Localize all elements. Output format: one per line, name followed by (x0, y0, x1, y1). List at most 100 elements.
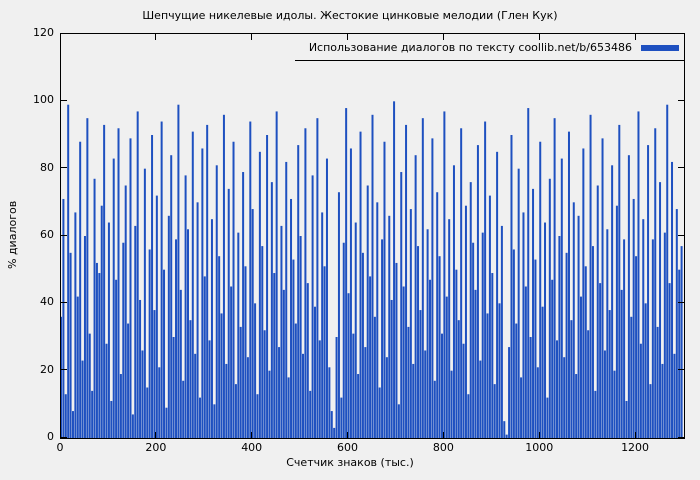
bar (498, 303, 501, 438)
bar (261, 246, 264, 438)
bar (237, 232, 240, 438)
bar (373, 316, 376, 438)
y-tick-label: 100 (33, 93, 54, 107)
bar (366, 185, 369, 438)
y-tick-mark (678, 99, 684, 101)
y-tick-mark (678, 167, 684, 169)
bar (541, 306, 544, 438)
bar (400, 172, 403, 438)
bar (450, 370, 453, 438)
bar (244, 266, 247, 438)
bar (577, 215, 580, 438)
bar (151, 135, 154, 438)
bar (340, 397, 343, 438)
bar (249, 121, 252, 438)
bar (127, 323, 130, 438)
bar (160, 121, 163, 438)
bars-svg (61, 101, 683, 438)
bar (124, 185, 127, 438)
bar (493, 384, 496, 438)
bar (107, 222, 110, 438)
bar (268, 370, 271, 438)
bar (148, 249, 151, 438)
chart-title: Шепчущие никелевые идолы. Жестокие цинко… (142, 9, 558, 22)
y-tick-mark (678, 301, 684, 303)
bar (515, 323, 518, 438)
bar (505, 434, 508, 438)
bar (539, 141, 542, 438)
bar (345, 108, 348, 438)
bar (208, 340, 211, 438)
bar (115, 279, 118, 438)
bar (282, 289, 285, 438)
bar (615, 205, 618, 438)
bar (143, 168, 146, 438)
bar (196, 202, 199, 438)
bar (69, 252, 72, 438)
bar (342, 242, 345, 438)
bar (313, 306, 316, 438)
bar (395, 262, 398, 438)
bar (184, 175, 187, 438)
y-tick-mark (61, 436, 67, 438)
bar (175, 239, 178, 438)
bar (503, 421, 506, 438)
bar (481, 232, 484, 438)
bar (333, 427, 336, 438)
x-tick-mark (634, 432, 636, 438)
bar (153, 310, 156, 438)
bar (673, 353, 676, 438)
bar (512, 249, 515, 438)
bar (656, 326, 659, 438)
bar (556, 340, 558, 438)
bar (666, 104, 669, 438)
bar (100, 205, 103, 438)
bar (141, 350, 144, 438)
bar (167, 215, 170, 438)
bar (460, 128, 463, 438)
x-tick-mark (347, 432, 349, 438)
y-tick-mark (61, 99, 67, 101)
bar (278, 347, 281, 438)
bar (659, 182, 662, 438)
bar (246, 357, 249, 438)
bar (227, 188, 230, 438)
bar (508, 347, 511, 438)
bar (230, 286, 233, 438)
bar (402, 286, 405, 438)
bar (639, 343, 642, 438)
bar (95, 262, 98, 438)
bar (266, 135, 269, 438)
bar (563, 357, 566, 438)
bar (661, 363, 664, 438)
bar (81, 360, 84, 438)
bar (426, 229, 429, 438)
bar (582, 148, 585, 438)
bar (469, 182, 472, 438)
bar (117, 128, 120, 438)
bar (112, 158, 115, 438)
bar (548, 178, 551, 438)
y-tick-label: 120 (33, 26, 54, 39)
bar (61, 316, 62, 438)
x-tick-mark (538, 34, 540, 40)
bar (424, 350, 427, 438)
bar (572, 202, 575, 438)
bar (71, 411, 74, 438)
bar (527, 108, 530, 438)
bar (544, 222, 547, 438)
bar (479, 360, 482, 438)
bar (74, 212, 77, 438)
bar (88, 333, 91, 438)
bar (232, 141, 235, 438)
bar (158, 367, 161, 438)
bar (311, 175, 314, 438)
bar (119, 374, 122, 438)
bar (603, 350, 606, 438)
bar (98, 273, 101, 438)
bar (599, 283, 602, 438)
bar (431, 138, 434, 438)
bar (225, 363, 228, 438)
bar (529, 337, 532, 438)
